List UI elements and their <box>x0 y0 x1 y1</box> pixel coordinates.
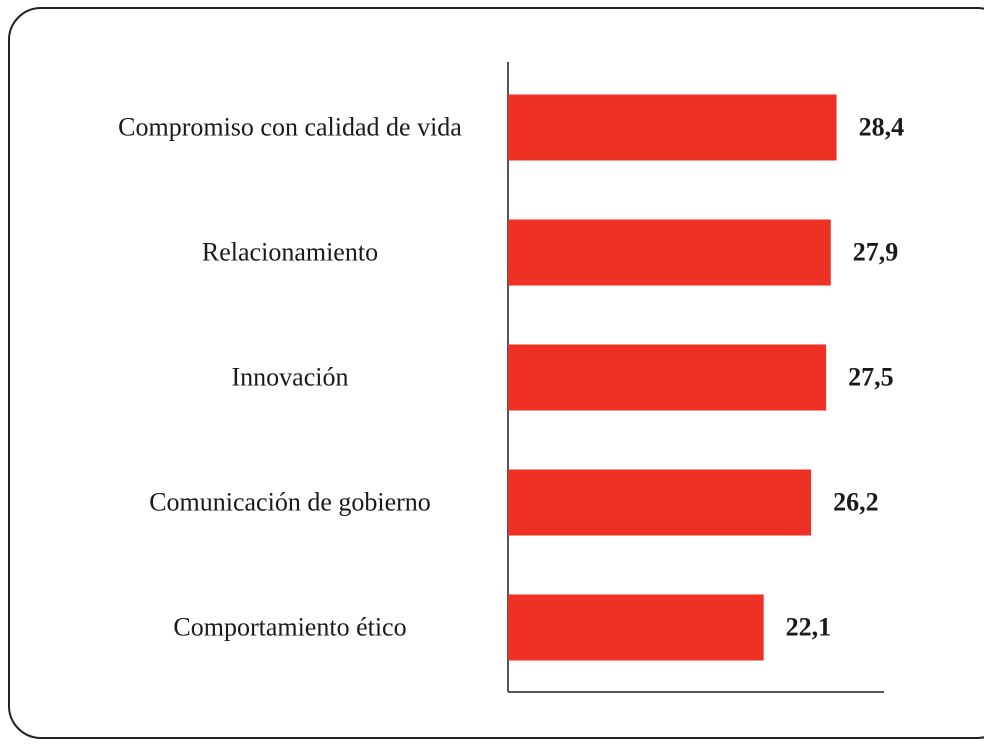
category-label: Relacionamiento <box>202 237 378 266</box>
bar <box>508 94 837 161</box>
bar <box>508 344 827 411</box>
frame <box>8 7 984 739</box>
value-label: 27,5 <box>848 362 894 391</box>
category-label: Compromiso con calidad de vida <box>118 112 462 141</box>
value-label: 28,4 <box>859 112 905 141</box>
bar <box>508 594 764 661</box>
bar <box>508 219 831 286</box>
category-label: Innovación <box>232 362 349 391</box>
bar <box>508 469 812 536</box>
value-label: 22,1 <box>786 612 832 641</box>
value-label: 26,2 <box>833 487 879 516</box>
category-label: Comunicación de gobierno <box>149 487 431 516</box>
category-label: Comportamiento ético <box>173 612 406 641</box>
value-label: 27,9 <box>853 237 899 266</box>
